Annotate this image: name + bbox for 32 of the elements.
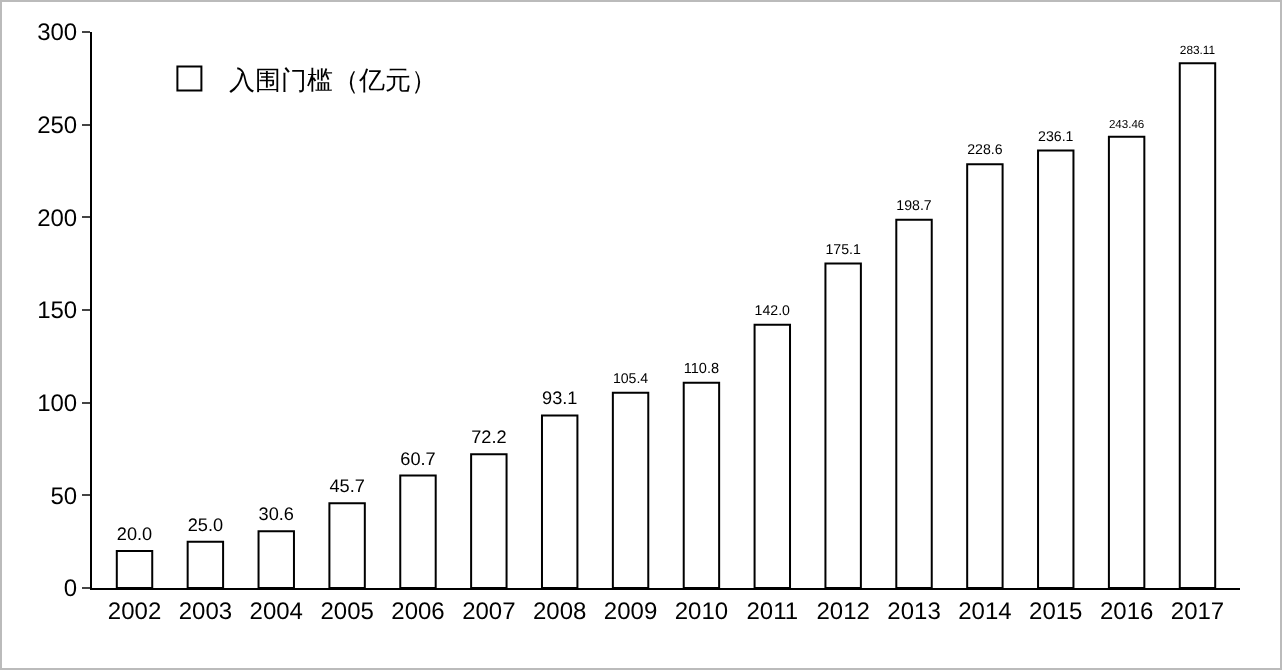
x-tick-label: 2017 — [1170, 596, 1225, 625]
x-tick-label: 2012 — [816, 596, 871, 625]
x-tick-label: 2015 — [1029, 596, 1084, 625]
x-tick-label: 2006 — [391, 596, 446, 625]
x-tick-label: 2016 — [1099, 596, 1154, 625]
x-tick-label: 2007 — [462, 596, 517, 625]
y-tick-label: 300 — [37, 18, 78, 47]
legend-label: 入围门槛（亿元） — [229, 64, 438, 95]
data-label: 60.7 — [400, 448, 436, 469]
y-tick-label: 150 — [37, 296, 78, 325]
y-tick-label: 200 — [37, 203, 78, 232]
x-tick-label: 2004 — [249, 596, 304, 625]
x-tick-label: 2005 — [320, 596, 375, 625]
data-label: 110.8 — [683, 358, 720, 377]
x-tick-label: 2014 — [958, 596, 1013, 625]
x-tick-label: 2009 — [603, 596, 658, 625]
y-tick-label: 100 — [37, 389, 78, 418]
x-tick-label: 2010 — [674, 596, 729, 625]
x-tick-label: 2002 — [107, 596, 162, 625]
x-tick-label: 2011 — [746, 596, 799, 625]
data-label: 45.7 — [329, 476, 365, 497]
y-tick-label: 50 — [50, 481, 78, 510]
data-label: 93.1 — [542, 388, 578, 409]
data-label: 30.6 — [258, 504, 294, 525]
data-label: 25.0 — [187, 514, 224, 535]
x-tick-label: 2013 — [887, 596, 942, 625]
y-tick-label: 250 — [37, 111, 78, 140]
x-tick-label: 2008 — [533, 596, 588, 625]
y-tick-label: 0 — [63, 574, 78, 603]
data-label: 72.2 — [471, 427, 507, 448]
x-tick-label: 2003 — [178, 596, 233, 625]
data-label: 20.0 — [116, 523, 153, 544]
